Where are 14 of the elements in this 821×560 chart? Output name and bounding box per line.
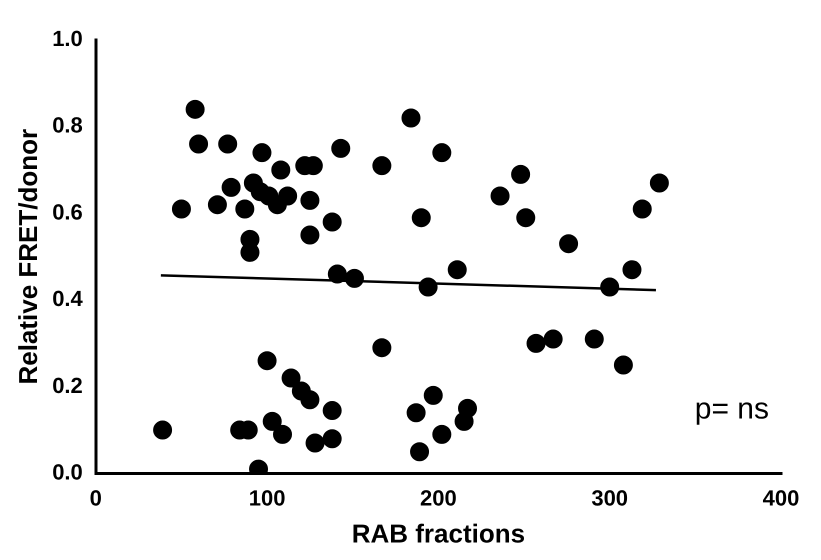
- x-tick-label: 200: [420, 486, 457, 511]
- x-tick-label: 400: [762, 486, 800, 511]
- y-tick-label: 1.0: [52, 26, 83, 52]
- annotation: p= ns: [694, 392, 769, 426]
- y-tick-label: 0.8: [52, 112, 83, 138]
- x-axis-title: RAB fractions: [352, 518, 526, 549]
- y-tick-label: 0.0: [52, 459, 83, 484]
- x-tick-label: 100: [248, 486, 286, 511]
- y-axis-title: Relative FRET/donor: [12, 128, 43, 385]
- x-tick-label: 300: [591, 486, 628, 511]
- y-tick-label: 0.6: [52, 199, 83, 224]
- y-tick-label: 0.4: [52, 286, 84, 312]
- y-tick-label: 0.2: [52, 372, 83, 398]
- x-tick-label: 0: [90, 486, 102, 511]
